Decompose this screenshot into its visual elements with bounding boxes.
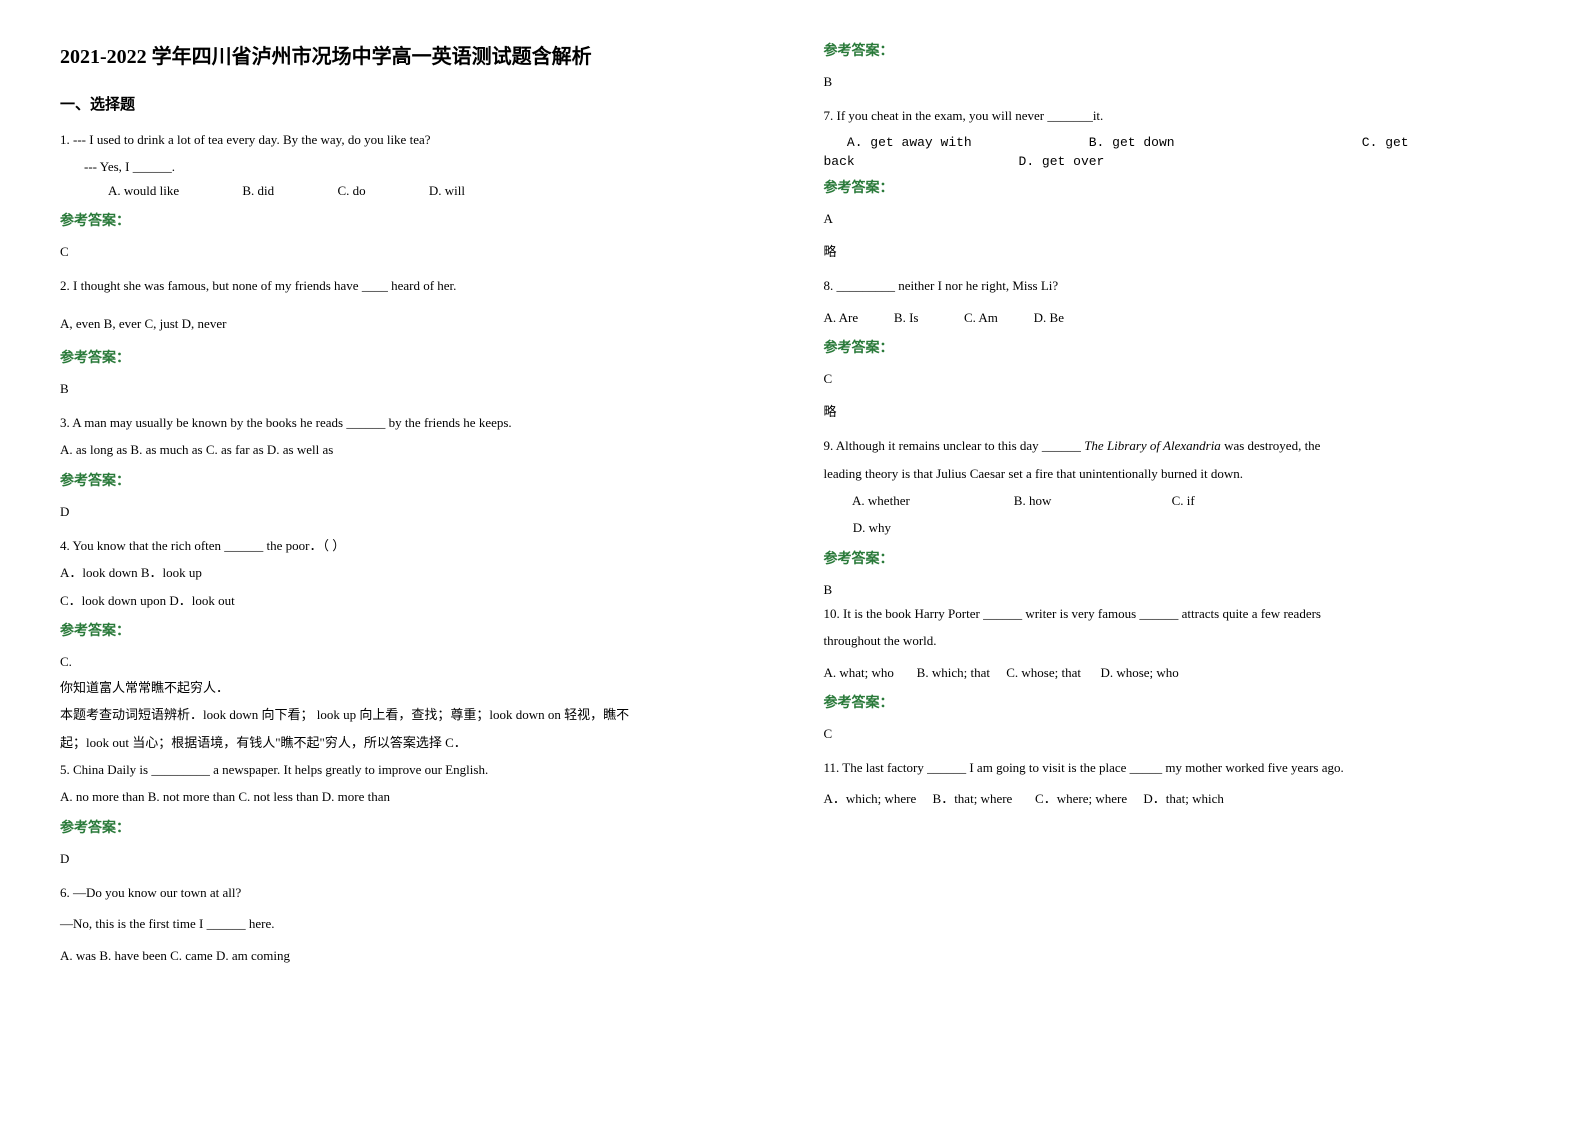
- r-top-answer: B: [824, 74, 1528, 90]
- q2-text: 2. I thought she was famous, but none of…: [60, 274, 764, 297]
- q9-t1: 9. Although it remains unclear to this d…: [824, 438, 1085, 453]
- q1-options: A. would like B. did C. do D. will: [60, 179, 764, 202]
- q4-optB: C．look down upon D．look out: [60, 589, 764, 612]
- q8-answer-label: 参考答案：: [824, 337, 1528, 357]
- q6-sub: —No, this is the first time I ______ her…: [60, 912, 764, 935]
- section-heading: 一、选择题: [60, 93, 764, 114]
- q10-options: A. what; who B. which; that C. whose; th…: [824, 661, 1528, 684]
- q4-text: 4. You know that the rich often ______ t…: [60, 534, 764, 557]
- q7-answer-label: 参考答案：: [824, 177, 1528, 197]
- q3-options: A. as long as B. as much as C. as far as…: [60, 438, 764, 461]
- q3-answer-label: 参考答案：: [60, 470, 764, 490]
- q2-options: A, even B, ever C, just D, never: [60, 312, 764, 335]
- q9-opts1: A. whether B. how C. if: [824, 489, 1528, 512]
- q4-answer-label: 参考答案：: [60, 620, 764, 640]
- q9-t3: leading theory is that Julius Caesar set…: [824, 462, 1528, 485]
- q4-explain1: 你知道富人常常瞧不起穷人．: [60, 676, 764, 699]
- q4-answer: C.: [60, 654, 764, 670]
- q1-text: 1. --- I used to drink a lot of tea ever…: [60, 128, 764, 151]
- left-column: 2021-2022 学年四川省泸州市况场中学高一英语测试题含解析 一、选择题 1…: [60, 40, 764, 1082]
- q1-optD: D. will: [429, 179, 465, 202]
- q5-answer-label: 参考答案：: [60, 817, 764, 837]
- q11-options: A．which; where B．that; where C．where; wh…: [824, 787, 1528, 810]
- q4-explain2: 本题考查动词短语辨析．look down 向下看； look up 向上看，查找…: [60, 703, 764, 726]
- q2-answer-label: 参考答案：: [60, 347, 764, 367]
- q11-text: 11. The last factory ______ I am going t…: [824, 756, 1528, 779]
- q5-text: 5. China Daily is _________ a newspaper.…: [60, 758, 764, 781]
- q1-answer: C: [60, 244, 764, 260]
- q8-text: 8. _________ neither I nor he right, Mis…: [824, 274, 1528, 297]
- r-top-answer-label: 参考答案：: [824, 40, 1528, 60]
- q1-answer-label: 参考答案：: [60, 210, 764, 230]
- q7-skip: 略: [824, 241, 1528, 260]
- right-column: 参考答案： B 7. If you cheat in the exam, you…: [824, 40, 1528, 1082]
- q7-opts1: A. get away with B. get down C. get: [824, 135, 1528, 150]
- q7-text: 7. If you cheat in the exam, you will ne…: [824, 104, 1528, 127]
- q3-text: 3. A man may usually be known by the boo…: [60, 411, 764, 434]
- q10-answer: C: [824, 726, 1528, 742]
- q1-optC: C. do: [337, 179, 365, 202]
- q7-opts2: back D. get over: [824, 154, 1528, 169]
- q1-optB: B. did: [242, 179, 274, 202]
- q1-sub: --- Yes, I ______.: [60, 155, 764, 178]
- q10-text: 10. It is the book Harry Porter ______ w…: [824, 602, 1528, 625]
- q7-answer: A: [824, 211, 1528, 227]
- q8-options: A. Are B. Is C. Am D. Be: [824, 306, 1528, 329]
- q9-answer: B: [824, 582, 1528, 598]
- q8-answer: C: [824, 371, 1528, 387]
- q10-answer-label: 参考答案：: [824, 692, 1528, 712]
- q4-optA: A．look down B．look up: [60, 561, 764, 584]
- q6-text: 6. —Do you know our town at all?: [60, 881, 764, 904]
- q9-italic: The Library of Alexandria: [1084, 438, 1221, 453]
- q5-answer: D: [60, 851, 764, 867]
- q2-answer: B: [60, 381, 764, 397]
- q9-text: 9. Although it remains unclear to this d…: [824, 434, 1528, 457]
- q3-answer: D: [60, 504, 764, 520]
- q5-options: A. no more than B. not more than C. not …: [60, 785, 764, 808]
- q4-explain3: 起；look out 当心；根据语境，有钱人"瞧不起"穷人，所以答案选择 C．: [60, 731, 764, 754]
- q6-options: A. was B. have been C. came D. am coming: [60, 944, 764, 967]
- q10-text2: throughout the world.: [824, 629, 1528, 652]
- q9-opts2: D. why: [824, 516, 1528, 539]
- q9-answer-label: 参考答案：: [824, 548, 1528, 568]
- q8-skip: 略: [824, 401, 1528, 420]
- q1-optA: A. would like: [108, 179, 179, 202]
- q9-t2: was destroyed, the: [1221, 438, 1321, 453]
- page-title: 2021-2022 学年四川省泸州市况场中学高一英语测试题含解析: [60, 40, 764, 69]
